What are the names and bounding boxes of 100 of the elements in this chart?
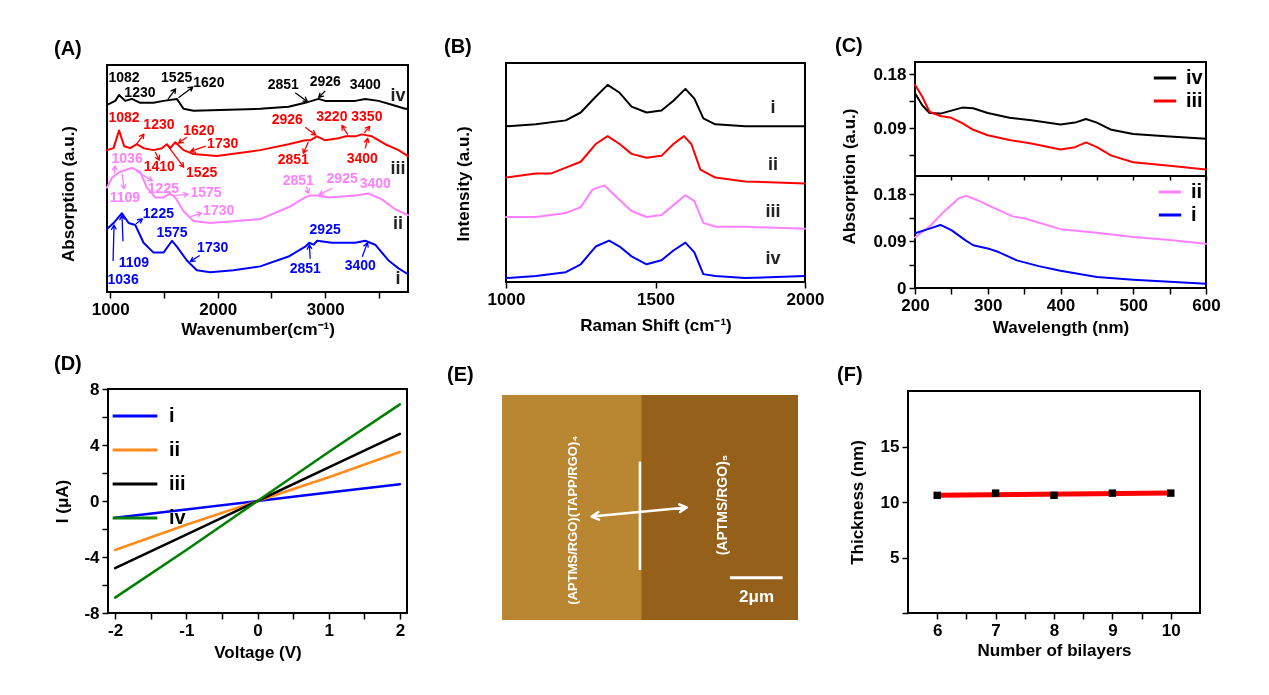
x-tick-label: 2000 xyxy=(786,289,825,309)
annotation: 3400 xyxy=(349,75,382,92)
y-axis-title: Absorption (a.u.) xyxy=(58,125,78,262)
chart-title: (F) xyxy=(837,363,863,385)
x-tick-label: 400 xyxy=(1046,295,1076,315)
y-tick-label: -8 xyxy=(84,603,100,623)
y-tick-label: 4 xyxy=(90,435,101,455)
annotation: 1230 xyxy=(124,83,156,100)
x-tick-label: -1 xyxy=(179,620,195,640)
line-series xyxy=(914,223,1207,285)
x-tick-label: 1000 xyxy=(487,289,526,309)
line-series xyxy=(914,83,1207,171)
series-label: iii xyxy=(390,158,406,179)
x-tick-label: 0 xyxy=(253,620,263,640)
annotation: 2851 xyxy=(282,172,314,189)
chart-title: (A) xyxy=(54,37,82,59)
x-tick-label: -2 xyxy=(108,620,124,640)
x-tick-label: 7 xyxy=(991,620,1001,640)
annotation: 1410 xyxy=(143,158,176,175)
x-tick-label: 10 xyxy=(1161,620,1181,640)
x-tick-label: 8 xyxy=(1049,620,1060,640)
legend-label: i xyxy=(1191,203,1197,225)
x-axis-title: Number of bilayers xyxy=(977,640,1132,660)
annotation: 3400 xyxy=(344,256,377,273)
annotation: 3220 xyxy=(316,108,348,125)
y-tick-label: 0.18 xyxy=(873,64,907,84)
y-tick-label: 0.18 xyxy=(873,184,907,204)
y-tick-label: 8 xyxy=(90,379,100,399)
x-axis-title: Voltage (V) xyxy=(214,642,302,662)
x-axis-title: Raman Shift (cm⁻¹) xyxy=(580,315,732,335)
series-label: iii xyxy=(765,200,781,221)
series-label: iv xyxy=(765,248,781,269)
legend-label: iii xyxy=(169,472,186,494)
y-tick-label: 5 xyxy=(890,548,900,567)
text: (APTMS/RGO)(TAPP/RGO)₄ xyxy=(565,435,581,605)
annotation: 1082 xyxy=(108,68,140,85)
annotation: 1109 xyxy=(109,188,141,205)
y-axis-title: I (μA) xyxy=(53,479,73,524)
y-axis-title: Intensity (a.u.) xyxy=(453,126,473,242)
x-tick-label: 200 xyxy=(901,295,930,315)
series-label: i xyxy=(770,97,776,118)
y-axis-title: Thickness (nm) xyxy=(847,440,867,565)
legend-label: iv xyxy=(1186,66,1204,88)
text: (E) xyxy=(447,363,474,385)
legend-label: iii xyxy=(1186,89,1203,111)
annotation: 1109 xyxy=(118,254,150,271)
annotation: 2851 xyxy=(267,75,299,92)
x-tick-label: 2 xyxy=(395,620,406,640)
y-tick-label: 10 xyxy=(880,492,900,512)
annotation: 2851 xyxy=(277,151,309,168)
annotation: 1525 xyxy=(186,164,218,181)
annotation: 3350 xyxy=(351,108,383,125)
x-tick-label: 3000 xyxy=(306,299,345,319)
x-tick-label: 300 xyxy=(974,295,1003,315)
annotation: 1225 xyxy=(142,205,175,222)
y-tick-label: -4 xyxy=(84,547,101,567)
annotation: 2926 xyxy=(271,111,304,128)
line-series xyxy=(113,403,402,599)
x-tick-label: 1500 xyxy=(637,289,675,309)
chart-title: (D) xyxy=(54,352,82,374)
x-axis-title: Wavelength (nm) xyxy=(992,317,1130,337)
legend-label: iv xyxy=(169,506,187,528)
y-tick-label: 0.09 xyxy=(873,231,907,251)
annotation: 1230 xyxy=(143,116,175,133)
legend-label: i xyxy=(169,404,175,426)
annotation: 1525 xyxy=(161,68,193,85)
annotation: 1036 xyxy=(111,149,143,166)
annotation: 1575 xyxy=(156,223,188,240)
annotation: 1575 xyxy=(190,184,222,201)
annotation: 2851 xyxy=(289,259,321,276)
x-tick-label: 1000 xyxy=(91,299,130,319)
series-label: ii xyxy=(392,213,404,234)
annotation: 1036 xyxy=(107,271,139,288)
annotation: 1082 xyxy=(108,109,140,126)
line-series xyxy=(113,432,402,570)
annotation: 1620 xyxy=(193,73,225,90)
annotation: 3400 xyxy=(359,175,392,192)
annotation: 1225 xyxy=(147,179,180,196)
chart-title: (B) xyxy=(444,35,472,57)
annotation: 2926 xyxy=(309,72,342,89)
text: 2μm xyxy=(739,586,775,606)
y-tick-label: 0.09 xyxy=(873,118,907,138)
text: (APTMS/RGO)₅ xyxy=(714,454,731,556)
series-label: iv xyxy=(390,84,406,105)
y-tick-label: 15 xyxy=(880,437,900,456)
x-tick-label: 6 xyxy=(932,620,943,640)
series-label: ii xyxy=(767,154,779,175)
chart-title: (C) xyxy=(835,34,863,56)
annotation: 1730 xyxy=(203,202,235,219)
x-tick-label: 1 xyxy=(324,620,334,640)
legend-label: ii xyxy=(169,438,181,460)
x-tick-label: 600 xyxy=(1192,295,1221,315)
annotation: 1730 xyxy=(197,239,229,256)
series-label: i xyxy=(395,268,401,289)
x-tick-label: 500 xyxy=(1119,295,1148,315)
x-tick-label: 2000 xyxy=(199,299,238,319)
y-axis-title: Absorption (a.u.) xyxy=(840,108,860,245)
legend-label: ii xyxy=(1191,180,1203,202)
x-axis-title: Wavenumber(cm⁻¹) xyxy=(181,319,335,339)
y-tick-label: 0 xyxy=(90,491,100,511)
